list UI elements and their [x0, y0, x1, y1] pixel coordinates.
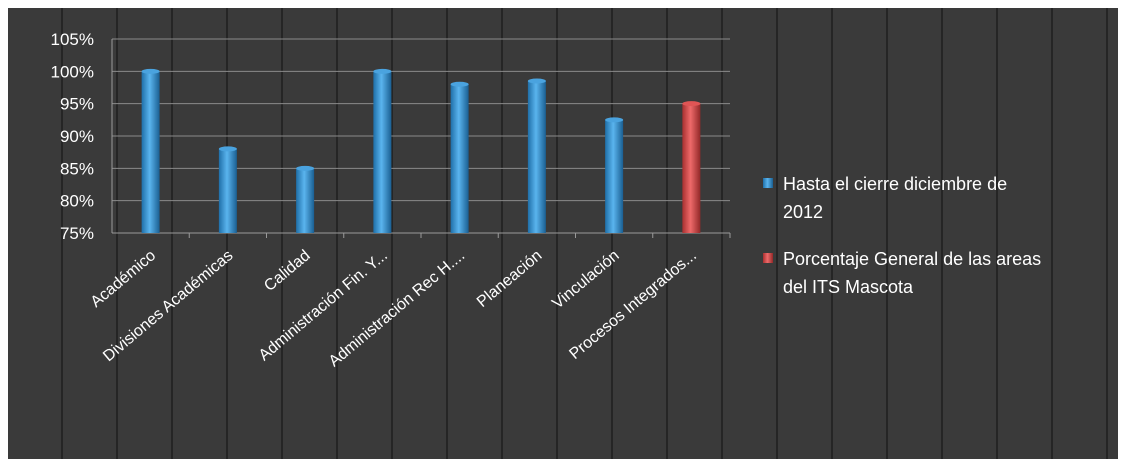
bar-top-cap: [373, 68, 392, 74]
y-tick-label: 100%: [51, 62, 94, 81]
bar: [527, 81, 546, 234]
bar-top-cap: [218, 146, 237, 152]
bar: [296, 168, 315, 233]
x-tick-label: Administración Fin. Y...: [256, 247, 391, 364]
legend-label: Hasta el cierre diciembre de: [783, 174, 1007, 194]
bar-top-cap: [296, 165, 315, 171]
bar: [141, 71, 160, 233]
bar-top-cap: [682, 101, 701, 107]
legend-label: Porcentaje General de las areas: [783, 249, 1041, 269]
bar-top-cap: [527, 78, 546, 84]
bar: [605, 119, 624, 233]
legend-swatch: [763, 178, 773, 188]
y-tick-label: 105%: [51, 30, 94, 49]
x-tick-label: Planeación: [474, 247, 546, 311]
bar-top-cap: [605, 117, 624, 123]
legend-swatch: [763, 253, 773, 263]
y-tick-label: 85%: [60, 159, 94, 178]
legend-label: del ITS Mascota: [783, 277, 914, 297]
bar-top-cap: [450, 81, 469, 87]
x-tick-label: Divisiones Académicas: [100, 247, 236, 365]
y-tick-label: 80%: [60, 192, 94, 211]
bar-top-cap: [141, 68, 160, 74]
x-tick-label: Calidad: [261, 247, 313, 295]
y-tick-label: 75%: [60, 224, 94, 243]
x-tick-label: Procesos Integrados...: [566, 247, 700, 363]
bar: [682, 103, 701, 234]
bar: [218, 148, 237, 233]
bar: [373, 71, 392, 233]
y-tick-label: 95%: [60, 95, 94, 114]
bar: [450, 84, 469, 234]
x-tick-label: Académico: [88, 247, 160, 311]
x-tick-label: Administración Rec H....: [326, 247, 468, 370]
x-tick-label: Vinculación: [549, 247, 622, 312]
y-tick-label: 90%: [60, 127, 94, 146]
legend-label: 2012: [783, 202, 823, 222]
